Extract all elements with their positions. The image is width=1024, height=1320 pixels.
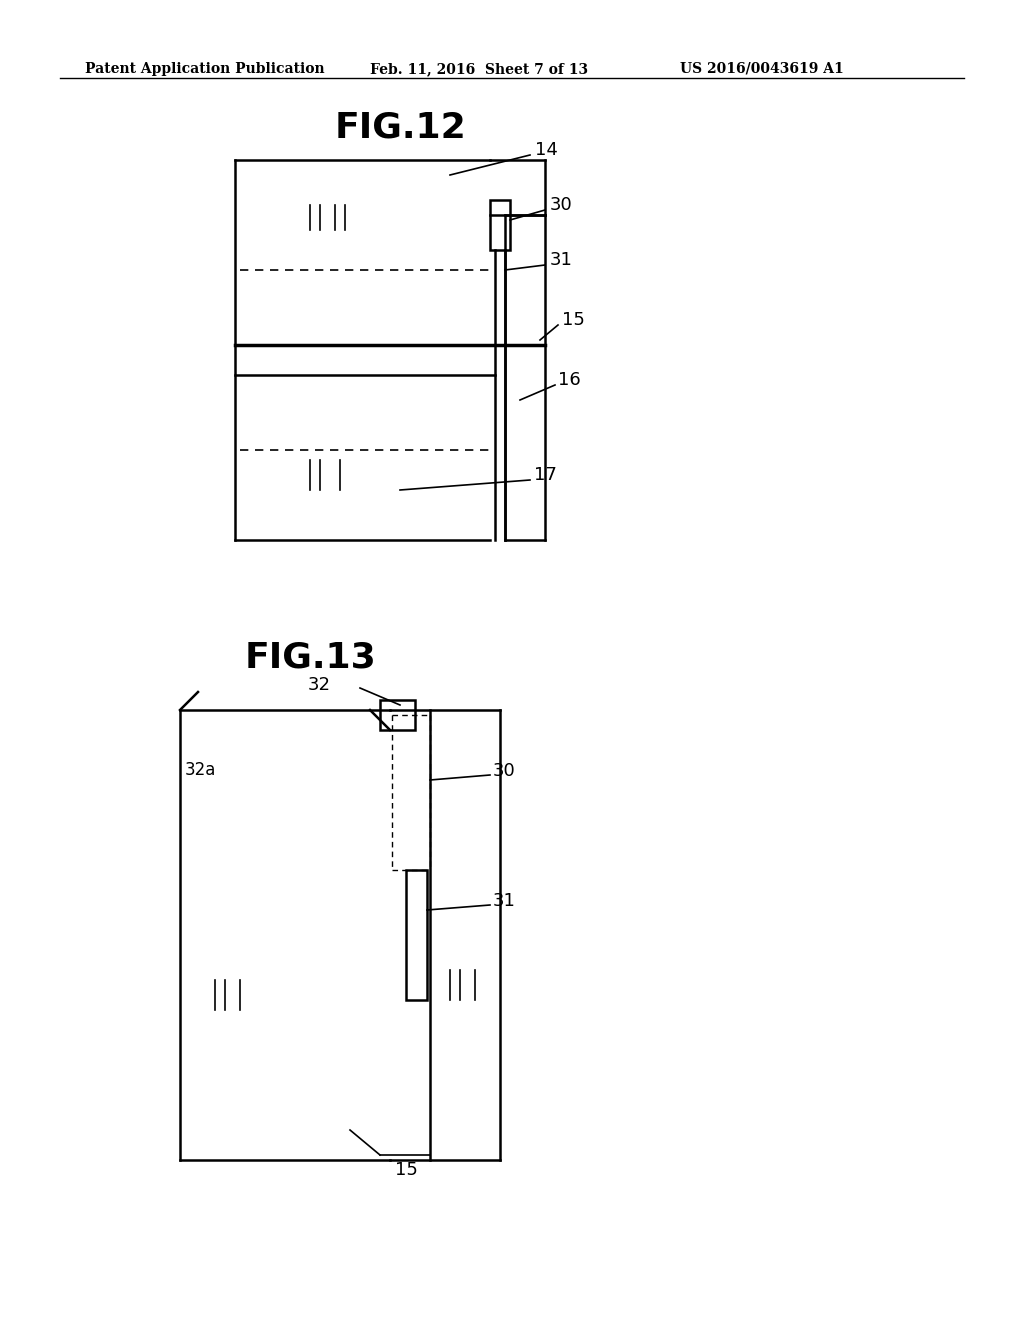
Text: 17: 17: [534, 466, 557, 484]
Bar: [490, 201, 510, 249]
Text: 14: 14: [535, 141, 558, 158]
Text: 30: 30: [550, 195, 572, 214]
Text: 15: 15: [562, 312, 585, 329]
Text: 31: 31: [493, 892, 516, 909]
Text: 16: 16: [558, 371, 581, 389]
Text: Patent Application Publication: Patent Application Publication: [85, 62, 325, 77]
Text: Feb. 11, 2016  Sheet 7 of 13: Feb. 11, 2016 Sheet 7 of 13: [370, 62, 588, 77]
Text: 32: 32: [308, 676, 331, 694]
Bar: [406, 870, 427, 1001]
Text: FIG.12: FIG.12: [334, 110, 466, 144]
Bar: [380, 700, 415, 730]
Text: 31: 31: [550, 251, 572, 269]
Text: FIG.13: FIG.13: [244, 640, 376, 675]
Text: 15: 15: [395, 1162, 418, 1179]
Text: US 2016/0043619 A1: US 2016/0043619 A1: [680, 62, 844, 77]
Text: 32a: 32a: [185, 762, 216, 779]
Text: 30: 30: [493, 762, 516, 780]
